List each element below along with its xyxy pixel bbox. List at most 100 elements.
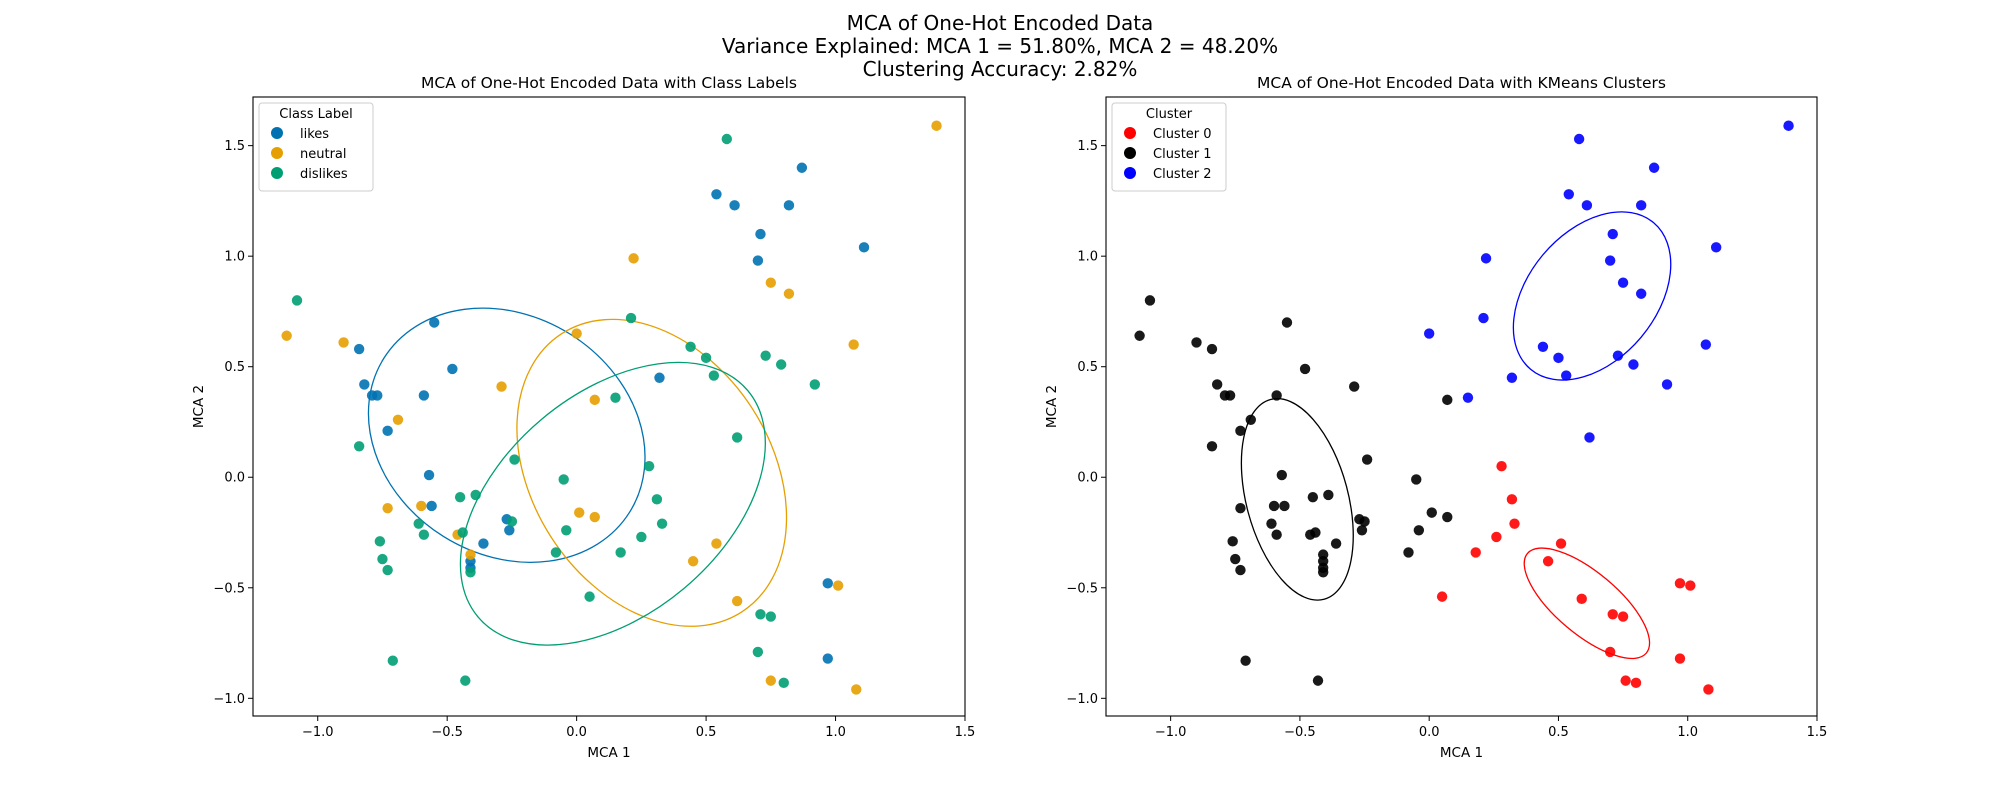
neutral-point — [851, 684, 862, 695]
likes-point — [353, 343, 365, 355]
legend-title: Class Label — [279, 107, 352, 122]
legend-label-cluster-1: Cluster 1 — [1153, 147, 1212, 162]
cluster-2-point — [1700, 339, 1712, 350]
dislikes-point — [558, 474, 569, 485]
cluster-0-point — [1491, 531, 1502, 543]
cluster-1-point — [1134, 330, 1145, 341]
cluster-2-point — [1612, 350, 1624, 361]
x-tick-label: 1.0 — [825, 725, 846, 740]
x-tick-label: 0.5 — [696, 725, 717, 740]
neutral-point — [832, 580, 844, 591]
cluster-2-point — [1561, 370, 1572, 381]
kmeans-clusters-scatter-panel: MCA of One-Hot Encoded Data with KMeans … — [1044, 74, 1827, 761]
suptitle-line-1: MCA of One-Hot Encoded Data — [847, 11, 1154, 35]
cluster-1-point — [1361, 454, 1373, 465]
neutral-point — [711, 538, 722, 549]
y-axis-label: MCA 2 — [1044, 385, 1060, 428]
cluster-1-point — [1312, 675, 1324, 686]
likes-point — [372, 390, 383, 401]
suptitle-line-2: Variance Explained: MCA 1 = 51.80%, MCA … — [722, 34, 1278, 58]
cluster-0-point — [1509, 518, 1520, 529]
legend-title: Cluster — [1146, 107, 1193, 122]
legend-label-dislikes: dislikes — [300, 167, 348, 182]
neutral-point — [931, 120, 942, 131]
likes-point — [418, 390, 430, 401]
cluster-1-point — [1307, 491, 1319, 503]
cluster-1-point — [1349, 381, 1360, 392]
x-tick-label: −0.5 — [431, 725, 463, 740]
likes-point — [478, 538, 489, 549]
cluster-0-point — [1674, 578, 1686, 589]
legend-label-cluster-0: Cluster 0 — [1153, 127, 1212, 142]
cluster-2-point — [1537, 341, 1549, 353]
y-tick-label: −0.5 — [1066, 581, 1098, 596]
neutral-point — [783, 288, 795, 299]
y-tick-label: 1.0 — [1077, 250, 1098, 265]
cluster-1-point — [1230, 553, 1241, 565]
likes-point — [711, 189, 722, 200]
likes-point — [822, 578, 833, 589]
cluster-1-point — [1235, 502, 1246, 514]
dislikes-point — [809, 379, 821, 390]
cluster-2-point — [1553, 352, 1564, 364]
likes-point — [729, 200, 740, 211]
cluster-0-point — [1555, 538, 1567, 549]
cluster-2-point — [1480, 253, 1492, 264]
neutral-point — [382, 502, 393, 514]
dislikes-point — [643, 460, 655, 472]
y-tick-label: −0.5 — [213, 581, 245, 596]
legend-marker-cluster-1 — [1124, 147, 1136, 159]
dislikes-point — [413, 518, 424, 529]
cluster-1-point — [1144, 295, 1156, 306]
likes-point — [423, 469, 435, 481]
dislikes-point — [721, 133, 733, 145]
dislikes-point — [460, 675, 471, 686]
dislikes-point — [418, 529, 430, 540]
dislikes-point — [760, 350, 771, 361]
likes-point — [752, 255, 764, 266]
dislikes-point — [377, 553, 388, 565]
cluster-2-point — [1710, 242, 1722, 253]
cluster-0-point — [1674, 653, 1686, 664]
dislikes-point — [752, 646, 764, 658]
cluster-2-point — [1617, 277, 1629, 288]
cluster-2-point — [1635, 200, 1647, 211]
cluster-2-ellipse — [1512, 211, 1672, 381]
neutral-point — [731, 595, 743, 607]
neutral-point — [416, 500, 427, 512]
likes-point — [429, 317, 440, 328]
chart-title: MCA of One-Hot Encoded Data with KMeans … — [1257, 74, 1666, 92]
cluster-1-point — [1317, 567, 1329, 578]
cluster-1-point — [1403, 547, 1414, 558]
x-tick-label: 1.5 — [1807, 725, 1828, 740]
x-tick-label: 1.5 — [955, 725, 976, 740]
dislikes-ellipse — [459, 361, 766, 646]
cluster-0-point — [1607, 609, 1618, 620]
likes-point — [359, 379, 370, 390]
cluster-2-point — [1783, 120, 1794, 131]
cluster-1-point — [1359, 516, 1370, 527]
y-tick-label: −1.0 — [213, 692, 245, 707]
cluster-0-point — [1703, 684, 1714, 695]
cluster-1-ellipse — [1240, 397, 1354, 601]
neutral-point — [628, 253, 639, 264]
legend-label-neutral: neutral — [300, 147, 347, 162]
cluster-2-series — [1423, 120, 1794, 443]
neutral-point — [574, 507, 585, 518]
likes-point — [822, 653, 833, 664]
neutral-point — [338, 337, 349, 348]
cluster-1-point — [1271, 529, 1282, 540]
y-axis-label: MCA 2 — [191, 385, 207, 428]
y-tick-label: 1.5 — [1077, 139, 1098, 154]
neutral-point — [765, 277, 777, 288]
cluster-2-point — [1584, 432, 1595, 443]
cluster-1-point — [1442, 394, 1453, 406]
x-tick-label: 0.5 — [1548, 725, 1569, 740]
dislikes-point — [778, 677, 789, 689]
neutral-series — [281, 120, 942, 695]
chart-title: MCA of One-Hot Encoded Data with Class L… — [421, 74, 797, 92]
dislikes-series — [291, 133, 821, 689]
likes-point — [796, 162, 808, 173]
cluster-2-point — [1573, 133, 1585, 145]
